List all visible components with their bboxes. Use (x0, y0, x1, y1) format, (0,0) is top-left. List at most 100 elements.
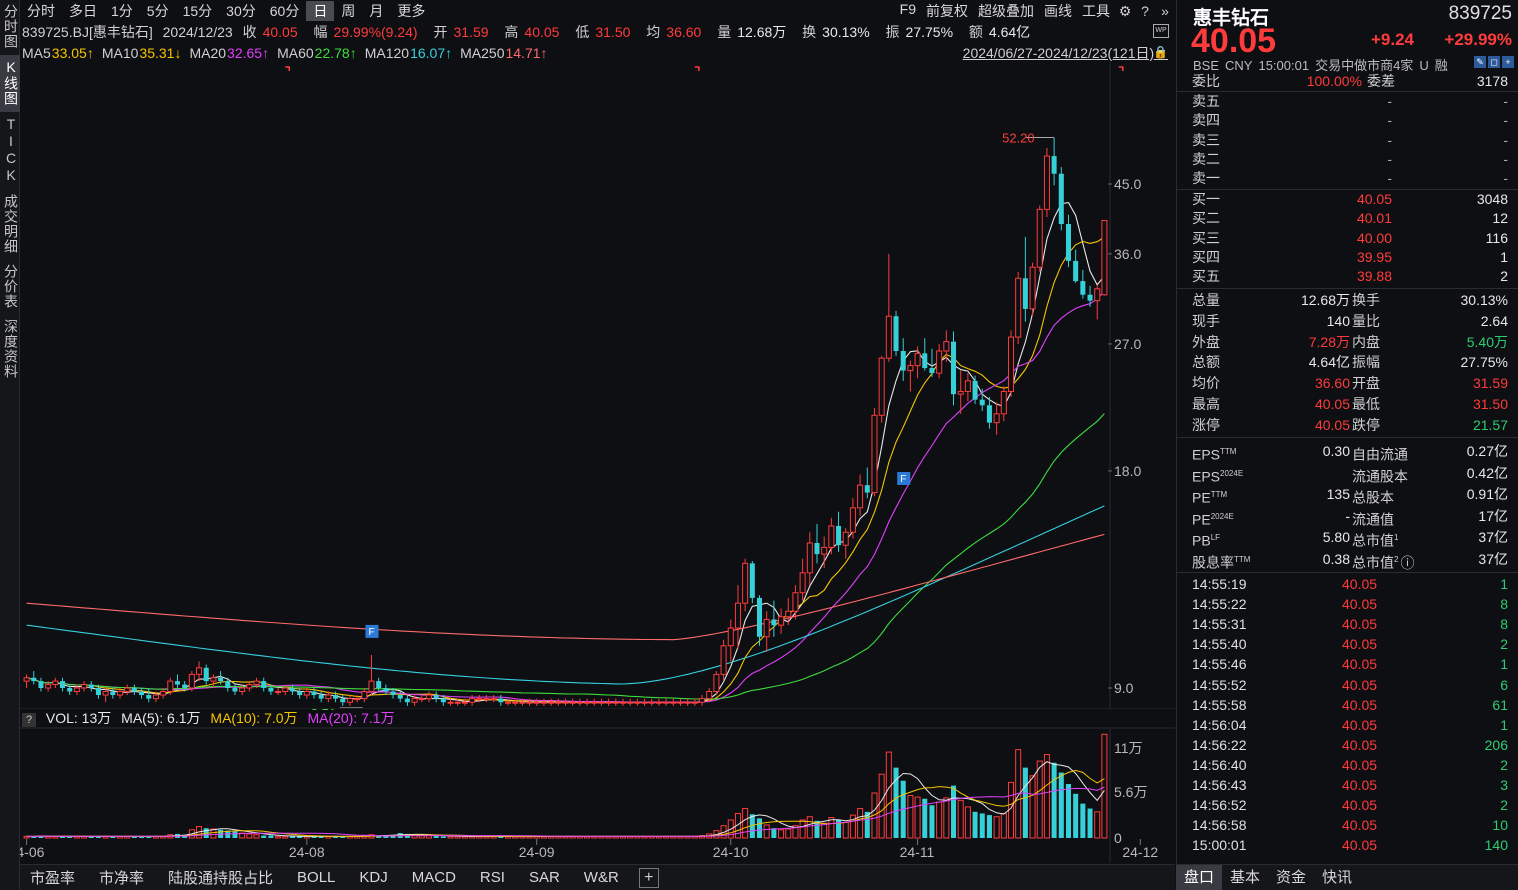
indicator-tab-6[interactable]: RSI (479, 869, 505, 886)
volume-bar (1043, 754, 1050, 839)
toolbar-tool-3[interactable]: 画线 (1044, 3, 1072, 19)
ma-line-120 (26, 505, 1105, 685)
indicator-tab-1[interactable]: 市净率 (99, 870, 145, 887)
volume-bar (792, 825, 799, 839)
indicator-tab-8[interactable]: W&R (583, 869, 619, 886)
volume-bar (1000, 812, 1007, 839)
fund-label-sup: TTM (1210, 490, 1228, 500)
toolbar-tool-0[interactable]: F9 (899, 1, 916, 17)
bid-vol: 1 (1500, 248, 1508, 265)
stat-row: 外盘 7.28万 内盘 5.40万 (1192, 332, 1512, 353)
indicator-tab-2[interactable]: 陆股通持股占比 (168, 870, 274, 887)
indicator-tab-4[interactable]: KDJ (359, 869, 388, 886)
tick-time: 14:56:22 (1192, 736, 1247, 753)
volume-bar (763, 824, 770, 839)
ask-row[interactable]: 卖一 - - (1192, 169, 1512, 188)
volume-bar (929, 805, 935, 838)
nav-item-1[interactable]: K线图 (0, 55, 20, 112)
help-icon[interactable]: ? (22, 713, 36, 727)
vol-value: 12.68万 (737, 24, 787, 40)
nav-item-4[interactable]: 分价表 (3, 264, 19, 309)
candle-body (584, 701, 591, 704)
volume-bar (957, 799, 964, 839)
ask-row[interactable]: 卖五 - - (1192, 92, 1512, 111)
gear-icon[interactable]: ⚙ (1118, 2, 1132, 19)
fund-label: 流通值 (1352, 506, 1394, 531)
nav-item-2[interactable]: TICK (3, 116, 19, 184)
ask-row[interactable]: 卖四 - - (1192, 111, 1512, 130)
ask-row[interactable]: 卖三 - - (1192, 131, 1512, 150)
period-tab-1[interactable]: 多日 (69, 3, 97, 19)
add-tab-icon[interactable]: + (638, 867, 659, 888)
nav-item-5[interactable]: 深度资料 (3, 319, 19, 379)
date-range-selector[interactable]: 2024/06/27-2024/12/23(121日)▼ (962, 45, 1168, 61)
ma-line-10 (26, 236, 1105, 703)
bid-row[interactable]: 买五 39.88 2 (1192, 267, 1512, 286)
toolbar-tool-1[interactable]: 前复权 (926, 3, 968, 19)
volume-chart[interactable]: 11万 5.6万 0 24-06 24-08 24-09 24-10 24-11 24-12 (20, 708, 1175, 863)
period-tab-7[interactable]: 日 (306, 1, 335, 21)
chevron-right-icon[interactable]: » (1161, 3, 1169, 19)
candle (447, 698, 454, 706)
ma-value: 35.31↓ (139, 45, 182, 61)
volume-bar (433, 835, 439, 838)
volume-bar (31, 836, 37, 838)
bid-row[interactable]: 买二 40.01 12 (1192, 209, 1512, 228)
period-tab-10[interactable]: 更多 (397, 3, 426, 19)
candle (411, 695, 418, 706)
watermark-wp-icon[interactable]: WP (1153, 24, 1169, 38)
vol-ma-line-20 (26, 786, 1105, 837)
candle (203, 664, 209, 685)
bid-row[interactable]: 买四 39.95 1 (1192, 248, 1512, 267)
toolbar-tool-2[interactable]: 超级叠加 (978, 3, 1034, 19)
candle-body (591, 701, 598, 704)
help-icon[interactable]: ? (1141, 3, 1149, 19)
indicator-tab-0[interactable]: 市盈率 (30, 870, 76, 887)
stock-tool-icon[interactable]: ✎ (1474, 56, 1486, 68)
rpanel-tab-2[interactable]: 资金 (1276, 868, 1307, 886)
lock-icon[interactable]: 🔒 (1153, 45, 1168, 59)
candle (88, 681, 94, 692)
period-tab-8[interactable]: 周 (341, 3, 356, 19)
fund-label: 总股本 (1352, 484, 1394, 509)
ask-row[interactable]: 卖二 - - (1192, 150, 1512, 169)
period-tab-3[interactable]: 5分 (146, 3, 169, 19)
toolbar-tool-4[interactable]: 工具 (1082, 3, 1110, 19)
info-circle-icon[interactable]: ⓘ (1400, 554, 1415, 571)
rpanel-tab-3[interactable]: 快讯 (1322, 868, 1353, 886)
rpanel-tab-0[interactable]: 盘口 (1176, 864, 1223, 890)
period-tab-6[interactable]: 60分 (269, 3, 300, 19)
candle-body (1065, 224, 1071, 261)
period-tab-4[interactable]: 15分 (182, 3, 213, 19)
tick-price: 40.05 (1342, 696, 1378, 713)
rpanel-tab-1[interactable]: 基本 (1230, 868, 1261, 886)
period-tab-2[interactable]: 1分 (111, 3, 133, 19)
divider (1176, 572, 1518, 573)
nav-item-3[interactable]: 成交明细 (3, 194, 19, 254)
volume-bar (131, 836, 137, 838)
candle-body (383, 688, 389, 692)
volume-bar (383, 835, 389, 838)
candle (907, 360, 914, 392)
fund-label: EPS2024E (1192, 463, 1243, 488)
bid-row[interactable]: 买三 40.00 116 (1192, 229, 1512, 248)
period-tab-9[interactable]: 月 (369, 3, 384, 19)
fund-value: 0.42亿 (1466, 464, 1508, 481)
period-tab-0[interactable]: 分时 (27, 3, 55, 19)
candle (1058, 167, 1064, 231)
candle (1015, 271, 1022, 344)
indicator-tab-3[interactable]: BOLL (297, 869, 336, 886)
bid-row[interactable]: 买一 40.05 3048 (1192, 190, 1512, 209)
swing-value: 27.75% (905, 24, 954, 40)
stock-tool-icon[interactable]: ◻ (1488, 56, 1500, 68)
nav-item-0[interactable]: 分时图 (3, 4, 19, 49)
stock-tool-icon[interactable]: + (1502, 56, 1514, 68)
volume-bar (1029, 775, 1036, 839)
kline-chart[interactable]: 45.036.027.018.09.052.208.51FF (20, 62, 1175, 710)
indicator-tab-5[interactable]: MACD (411, 869, 456, 886)
period-tab-5[interactable]: 30分 (226, 3, 256, 19)
fund-row: PETTM 135 总股本 0.91亿 (1192, 484, 1512, 506)
volume-bar (454, 835, 461, 839)
candle-body (900, 351, 906, 371)
indicator-tab-7[interactable]: SAR (528, 869, 560, 886)
